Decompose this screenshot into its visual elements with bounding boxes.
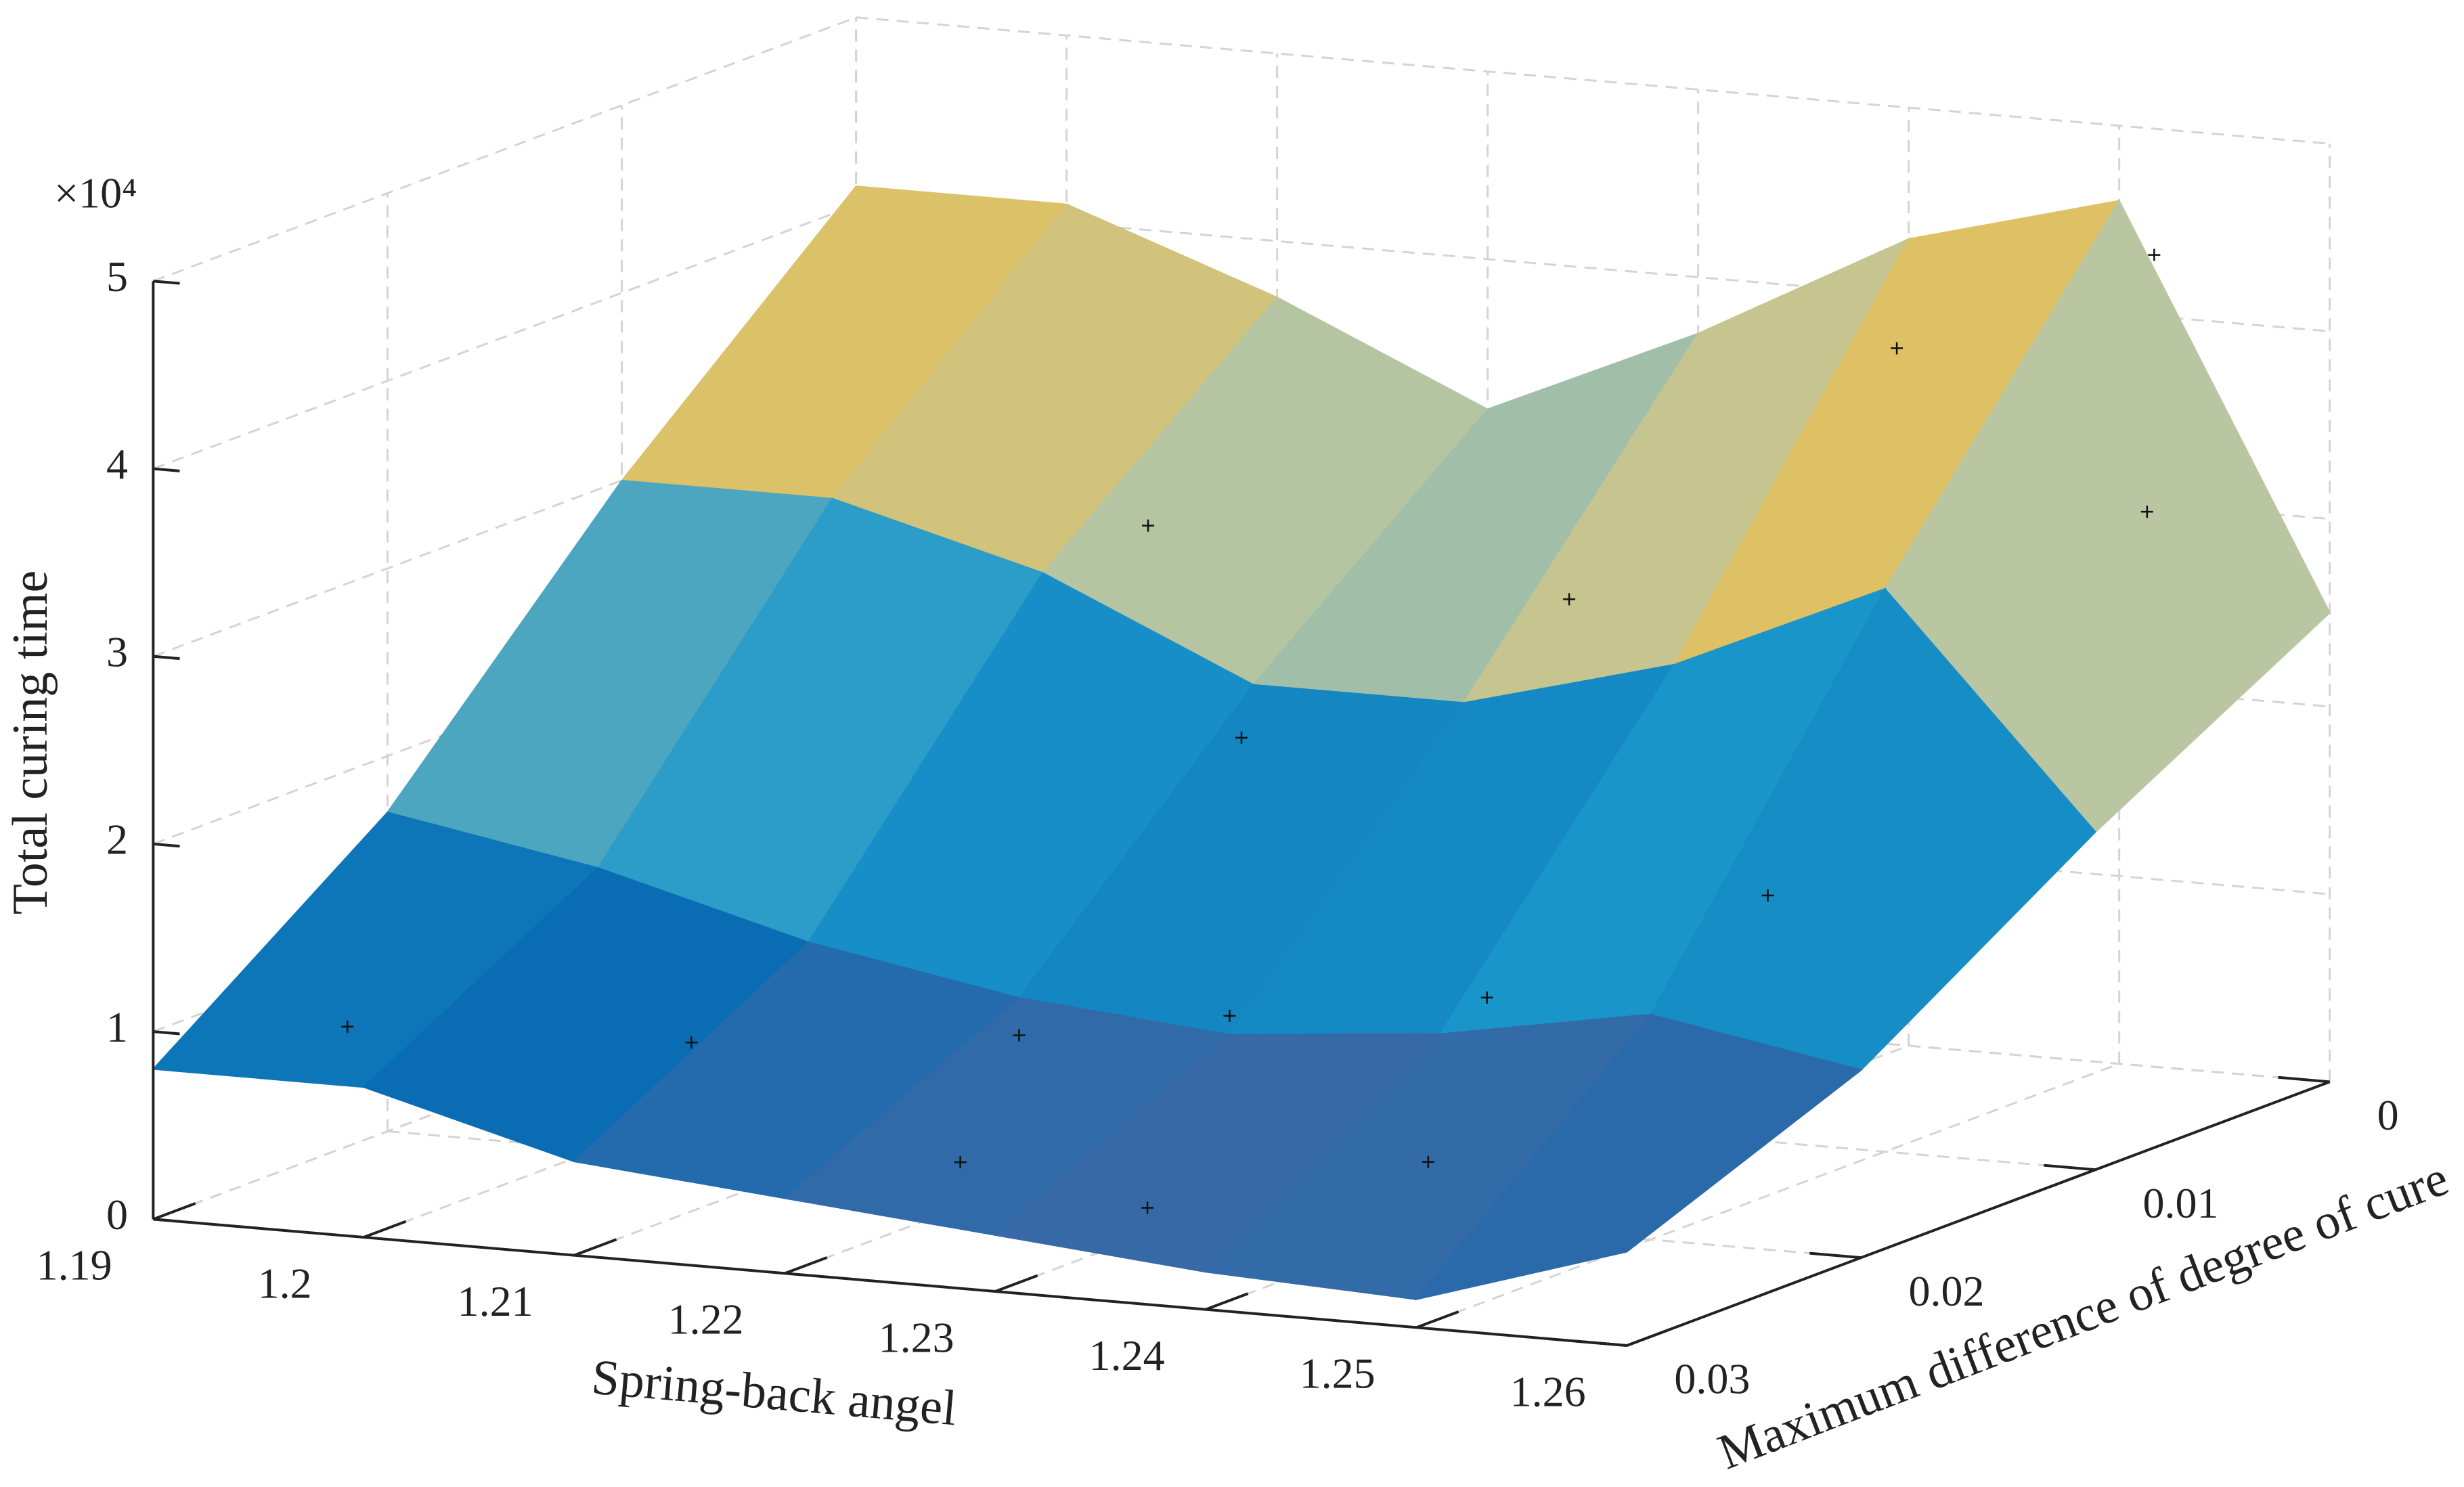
grid-line [152, 391, 857, 658]
grid-line [152, 16, 857, 282]
x-axis [153, 1218, 1627, 1347]
x-tick [1415, 1310, 1459, 1329]
z-tick [153, 1030, 180, 1036]
z-tick-label: 2 [106, 816, 128, 864]
sample-point [2140, 506, 2153, 518]
y-tick-label: 0.02 [1908, 1267, 1984, 1315]
y-tick [2044, 1163, 2096, 1172]
x-tick-label: 1.19 [37, 1241, 112, 1289]
sample-point [1013, 1029, 1026, 1042]
z-tick-label: 4 [106, 440, 128, 488]
x-tick [573, 1238, 617, 1257]
y-tick [2278, 1075, 2330, 1084]
x-tick [784, 1256, 828, 1275]
grid-line [1415, 1063, 2120, 1329]
z-tick [153, 467, 180, 472]
sample-point [1235, 731, 1248, 744]
x-tick-label: 1.25 [1300, 1350, 1376, 1398]
x-tick-label: 1.2 [258, 1259, 312, 1307]
x-tick [994, 1274, 1038, 1293]
surface-patch [1414, 1013, 1863, 1301]
z-axis-label: Total curing time [3, 571, 58, 915]
sample-point [1142, 519, 1155, 532]
x-tick-label: 1.24 [1089, 1331, 1165, 1379]
z-tick [153, 280, 180, 285]
z-tick [153, 654, 180, 661]
x-tick-label: 1.22 [668, 1295, 744, 1344]
x-tick [1205, 1292, 1249, 1311]
y-tick-label: 0.03 [1674, 1355, 1750, 1403]
sample-point [1891, 342, 1904, 355]
y-tick-label: 0 [2377, 1091, 2399, 1139]
sample-point [1422, 1155, 1434, 1168]
z-tick-label: 1 [106, 1003, 128, 1051]
y-axis [1626, 1080, 2331, 1347]
x-tick-label: 1.23 [879, 1313, 954, 1361]
x-axis-label: Spring-back angel [590, 1350, 959, 1437]
y-tick [1575, 1339, 1627, 1347]
sample-point [1480, 991, 1493, 1004]
sample-point [954, 1156, 967, 1169]
grid-line [152, 204, 857, 470]
sample-point [2148, 248, 2161, 261]
sample-point [1563, 593, 1576, 606]
x-tick [152, 1202, 196, 1221]
grid-line [856, 16, 2330, 145]
z-tick [153, 842, 180, 848]
x-tick [363, 1220, 407, 1239]
z-tick-label: 0 [106, 1191, 128, 1239]
x-tick-label: 1.21 [458, 1277, 533, 1325]
y-tick [1809, 1251, 1862, 1260]
sample-point [341, 1020, 354, 1033]
z-tick [153, 1218, 180, 1223]
sample-point [1223, 1009, 1236, 1022]
sample-point [1141, 1201, 1154, 1214]
sample-point [685, 1036, 698, 1049]
z-multiplier: ×10⁴ [54, 169, 137, 217]
x-tick [1626, 1328, 1670, 1347]
z-tick-label: 3 [106, 627, 128, 675]
z-tick-label: 5 [106, 252, 128, 301]
sample-point [1761, 889, 1774, 902]
y-tick-label: 0.01 [2143, 1179, 2219, 1227]
x-tick-label: 1.26 [1510, 1367, 1586, 1415]
y-axis-label: Maximum difference of degree of cure [1711, 1151, 2455, 1481]
